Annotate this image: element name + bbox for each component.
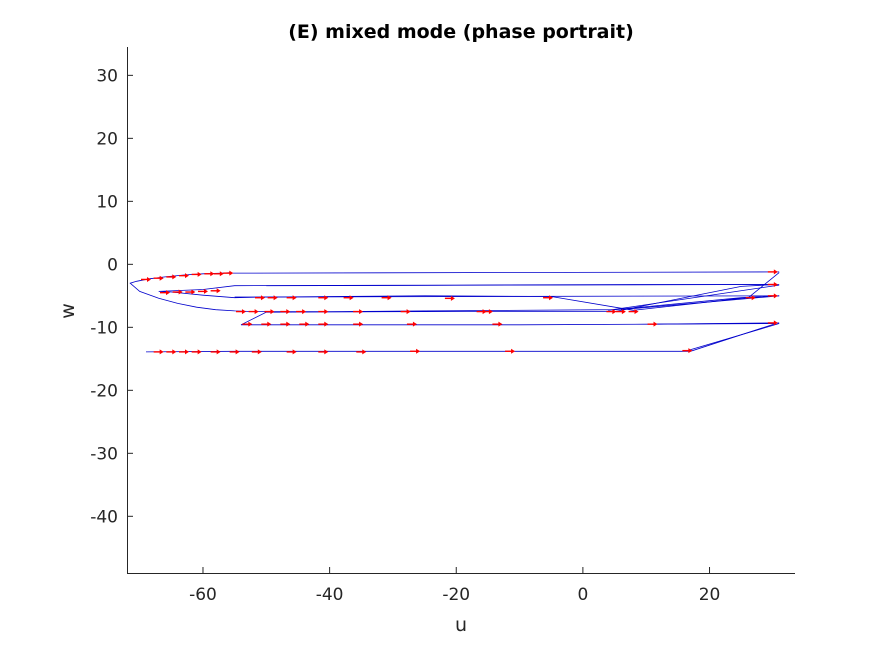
arrow-marker-head — [406, 309, 411, 315]
arrow-marker-head — [257, 349, 262, 355]
arrow-marker-head — [634, 309, 639, 315]
x-axis-label: u — [455, 614, 467, 636]
y-tick-label: 30 — [96, 66, 118, 86]
arrow-marker-head — [260, 295, 265, 301]
y-tick-label: 20 — [96, 129, 118, 149]
y-tick-label: -20 — [90, 381, 118, 401]
arrow-marker-head — [184, 273, 189, 279]
y-tick-label: -30 — [90, 444, 118, 464]
arrow-marker-head — [612, 309, 617, 315]
arrow-marker-head — [498, 321, 503, 327]
arrow-marker-head — [324, 349, 329, 355]
arrow-marker-head — [229, 270, 234, 276]
arrow-marker-head — [292, 295, 297, 301]
arrow-marker-head — [216, 349, 221, 355]
y-tick-label: 0 — [107, 255, 118, 275]
arrow-marker-head — [159, 275, 164, 281]
plot-area — [129, 269, 780, 355]
arrow-marker-head — [210, 271, 215, 277]
arrow-marker-head — [488, 309, 493, 315]
x-tick-label: -40 — [316, 585, 344, 605]
arrow-marker-head — [172, 349, 177, 355]
arrow-marker-head — [159, 349, 164, 355]
y-axis-ticks: 30 20 10 0 -10 -20 -30 -40 — [90, 66, 133, 527]
trajectory-segment — [266, 284, 780, 287]
x-tick-label: 20 — [699, 585, 721, 605]
arrow-marker-head — [549, 295, 554, 301]
arrow-marker-head — [146, 276, 151, 282]
arrow-marker-head — [387, 295, 392, 301]
arrow-marker-head — [254, 309, 259, 315]
arrow-marker-head — [653, 321, 658, 327]
arrow-marker-head — [191, 289, 196, 295]
arrow-marker-head — [235, 349, 240, 355]
arrow-marker-head — [416, 348, 421, 354]
arrow-marker-head — [773, 320, 778, 326]
arrow-marker-head — [349, 295, 354, 301]
arrow-marker-head — [511, 348, 516, 354]
arrow-marker-head — [324, 321, 329, 327]
arrow-marker-head — [324, 295, 329, 301]
arrow-marker-head — [773, 293, 778, 299]
arrow-marker-head — [302, 309, 307, 315]
arrow-marker-head — [359, 309, 364, 315]
x-tick-label: -60 — [189, 585, 217, 605]
arrow-marker-head — [248, 321, 253, 327]
arrow-marker-layer — [140, 269, 778, 355]
arrow-marker-head — [219, 271, 224, 277]
y-tick-label: -10 — [90, 318, 118, 338]
arrow-marker-head — [773, 281, 778, 287]
arrow-marker-head — [203, 288, 208, 294]
arrow-marker-head — [165, 290, 170, 296]
arrow-marker-head — [324, 309, 329, 315]
trajectory-segment — [687, 323, 780, 352]
arrow-marker-head — [751, 295, 756, 301]
arrow-marker-head — [184, 349, 189, 355]
arrow-marker-head — [412, 321, 417, 327]
arrow-marker-head — [688, 348, 693, 354]
trajectory-segment — [608, 284, 780, 311]
arrow-marker-head — [172, 274, 177, 280]
arrow-marker-head — [197, 349, 202, 355]
trajectory-segment — [652, 322, 780, 325]
trajectory-segment — [231, 271, 780, 274]
arrow-marker-head — [292, 349, 297, 355]
y-axis-label: w — [57, 303, 79, 319]
arrow-marker-head — [241, 309, 246, 315]
arrow-marker-head — [270, 309, 275, 315]
x-axis-ticks: -60 -40 -20 0 20 — [189, 567, 720, 605]
trajectory-segment — [747, 272, 780, 299]
arrow-marker-head — [273, 295, 278, 301]
arrow-marker-head — [362, 349, 367, 355]
arrow-marker-head — [773, 269, 778, 275]
arrow-marker-head — [286, 309, 291, 315]
arrow-marker-head — [197, 271, 202, 277]
arrow-marker-head — [216, 288, 221, 294]
arrow-marker-head — [305, 321, 310, 327]
y-tick-label: 10 — [96, 192, 118, 212]
x-tick-label: -20 — [442, 585, 470, 605]
arrow-marker-head — [286, 321, 291, 327]
arrow-marker-head — [178, 289, 183, 295]
y-tick-label: -40 — [90, 507, 118, 527]
arrow-marker-head — [621, 309, 626, 315]
arrow-marker-head — [450, 295, 455, 301]
x-tick-label: 0 — [577, 585, 588, 605]
chart-title: (E) mixed mode (phase portrait) — [288, 21, 634, 43]
arrow-marker-head — [267, 321, 272, 327]
arrow-marker-head — [359, 321, 364, 327]
